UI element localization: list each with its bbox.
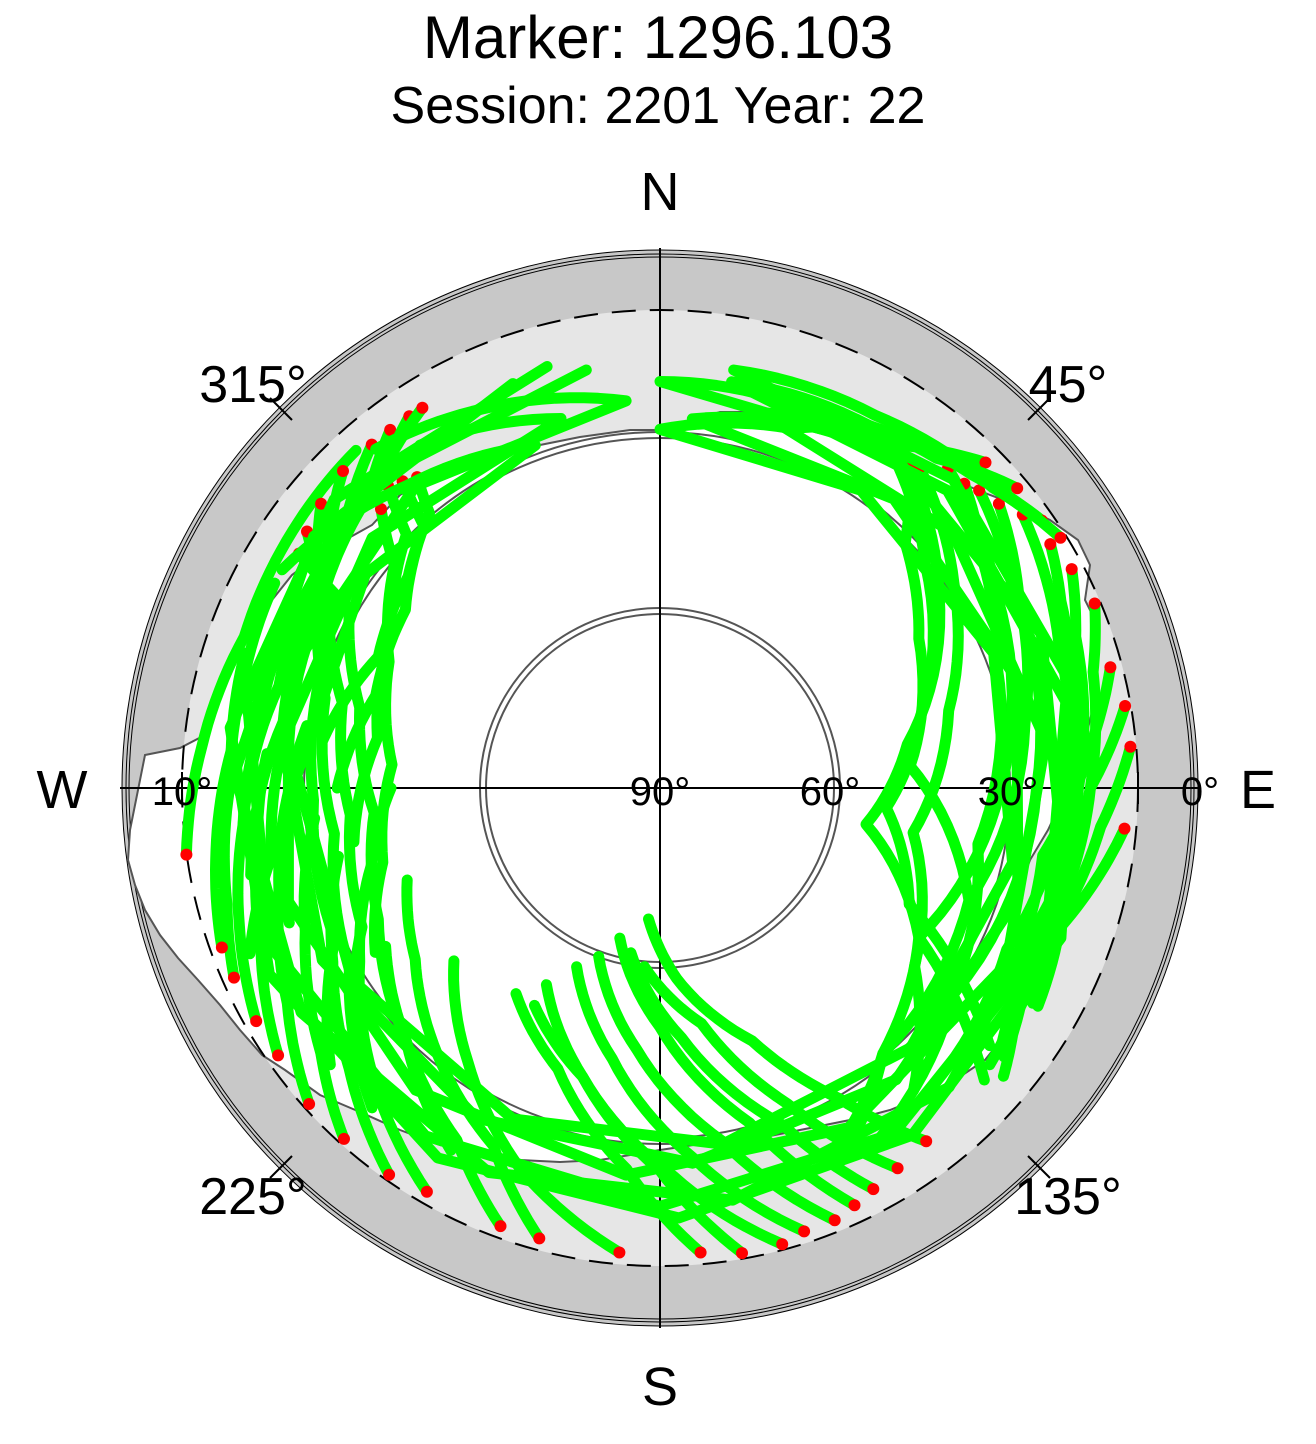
track-start-point-16: [1118, 822, 1131, 835]
tick-315: [269, 397, 293, 421]
cardinal-north: N: [641, 162, 680, 222]
cardinal-west: W: [37, 760, 88, 820]
track-start-point-25: [694, 1246, 707, 1259]
track-start-point-40: [315, 497, 328, 510]
satellite-tracks: [180, 361, 1137, 1260]
track-start-point-19: [867, 1183, 880, 1196]
track-start-point-43: [384, 423, 397, 436]
track-start-point-7: [973, 484, 986, 497]
cardinal-south: S: [642, 1357, 678, 1417]
track-start-point-30: [383, 1168, 396, 1181]
track-start-point-8: [992, 497, 1005, 510]
track-start-point-41: [337, 465, 349, 477]
track-start-point-36: [215, 941, 228, 954]
track-start-point-15: [1124, 740, 1137, 753]
track-start-point-32: [303, 1098, 316, 1110]
tick-135: [1027, 1155, 1051, 1179]
track-start-point-18: [891, 1162, 904, 1175]
tick-45: [1027, 397, 1051, 421]
track-start-point-22: [798, 1225, 811, 1238]
elevation-tick-60: 60°: [800, 770, 861, 814]
cardinal-east: E: [1240, 760, 1276, 820]
tick-225: [269, 1155, 293, 1179]
track-start-point-20: [848, 1199, 861, 1212]
track-start-point-17: [920, 1135, 933, 1148]
azimuth-tick-135: 135°: [1014, 1168, 1122, 1226]
track-start-point-12: [1088, 597, 1101, 610]
track-start-point-45: [416, 401, 429, 414]
track-start-point-28: [494, 1220, 507, 1233]
track-start-point-46: [375, 503, 387, 515]
track-start-point-37: [180, 848, 193, 861]
track-start-point-13: [1104, 661, 1117, 674]
elevation-tick-10: 10°: [152, 770, 213, 814]
elevation-tick-30: 30°: [978, 770, 1039, 814]
track-start-point-35: [228, 971, 240, 984]
satellite-track-36: [210, 647, 251, 953]
track-start-point-11: [1065, 563, 1078, 576]
elevation-tick-90: 90°: [630, 770, 691, 814]
satellite-track-37: [180, 444, 362, 861]
track-start-point-14: [1119, 700, 1132, 712]
track-start-point-29: [420, 1185, 433, 1198]
track-start-point-26: [613, 1246, 626, 1259]
track-start-point-31: [338, 1132, 350, 1145]
track-start-point-55: [1054, 531, 1067, 544]
elevation-tick-0: 0°: [1181, 770, 1219, 814]
chart-subtitle: Session: 2201 Year: 22: [390, 77, 926, 135]
satellite-track-55: [224, 361, 1082, 1224]
track-start-point-21: [828, 1214, 841, 1227]
track-start-point-24: [736, 1247, 748, 1260]
track-start-point-10: [1044, 538, 1057, 551]
azimuth-tick-315: 315°: [199, 356, 307, 414]
track-start-point-23: [776, 1238, 789, 1251]
satellite-track-35: [218, 577, 281, 984]
track-start-point-53: [1011, 482, 1024, 495]
chart-title: Marker: 1296.103: [422, 4, 894, 71]
track-start-point-27: [533, 1232, 546, 1245]
track-start-point-33: [272, 1049, 285, 1062]
track-start-point-34: [250, 1015, 263, 1028]
satellite-track-4: [907, 462, 964, 1096]
azimuth-tick-45: 45°: [1029, 356, 1108, 414]
track-start-point-52: [979, 456, 992, 469]
azimuth-tick-225: 225°: [199, 1168, 307, 1226]
